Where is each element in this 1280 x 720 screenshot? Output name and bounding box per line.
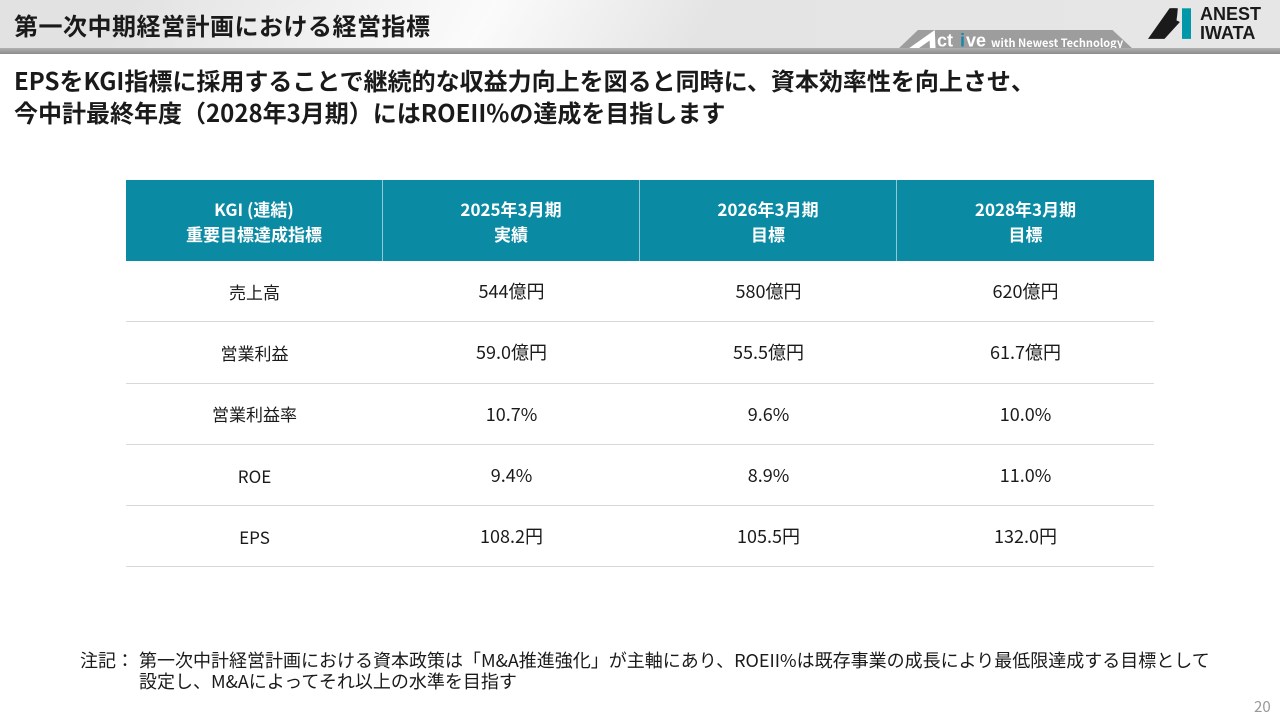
svg-text:ve: ve: [966, 31, 986, 49]
svg-text:i: i: [960, 31, 965, 49]
svg-text:ct: ct: [937, 31, 953, 49]
